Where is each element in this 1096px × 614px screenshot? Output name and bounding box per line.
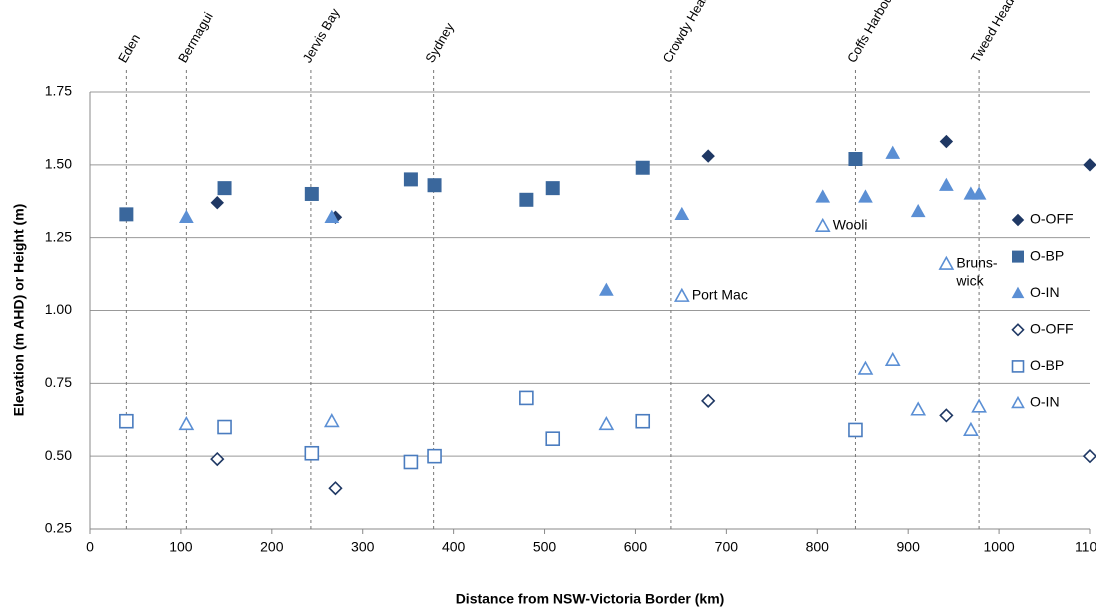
x-tick-label: 400 (442, 539, 466, 555)
data-point (939, 408, 954, 423)
y-tick-label: 1.25 (45, 228, 72, 244)
location-label: Crowdy Head (659, 0, 711, 65)
data-point (674, 206, 690, 221)
data-point (403, 172, 418, 187)
data-point (599, 282, 614, 296)
legend-label: O-BP (1030, 357, 1064, 373)
y-tick-label: 0.25 (45, 520, 72, 536)
data-point (217, 181, 232, 196)
annotation: Bruns- (956, 255, 998, 271)
x-tick-label: 500 (533, 539, 557, 555)
legend-marker (1012, 250, 1024, 263)
data-point (939, 177, 954, 191)
y-tick-label: 1.50 (45, 156, 72, 172)
location-label: Jervis Bay (299, 5, 342, 65)
annotation: Wooli (833, 217, 868, 233)
data-point (939, 134, 954, 149)
data-point (324, 209, 340, 223)
x-tick-label: 900 (897, 539, 921, 555)
annotation: Port Mac (692, 287, 748, 303)
data-point (304, 186, 319, 201)
data-point (328, 481, 343, 496)
data-point (971, 398, 987, 413)
legend-label: O-OFF (1030, 321, 1074, 337)
legend-label: O-IN (1030, 284, 1060, 300)
data-point (701, 393, 716, 408)
x-tick-label: 100 (169, 539, 193, 555)
legend-marker (1011, 213, 1025, 227)
annotation: wick (955, 273, 984, 289)
data-point (814, 217, 831, 233)
legend-marker (1011, 323, 1025, 337)
data-point (304, 445, 320, 461)
x-tick-label: 1000 (984, 539, 1015, 555)
data-point (119, 207, 134, 222)
legend-marker (1011, 395, 1025, 409)
data-point (1083, 158, 1096, 172)
data-point (857, 360, 874, 375)
data-point (885, 145, 901, 159)
y-tick-label: 0.75 (45, 374, 72, 390)
location-label: Sydney (422, 20, 457, 65)
data-point (884, 351, 901, 367)
data-point (910, 203, 926, 218)
location-label: Tweed Heads (968, 0, 1021, 65)
location-label: Bermagui (175, 9, 216, 65)
data-point (403, 454, 419, 470)
legend-label: O-BP (1030, 247, 1064, 263)
data-point (598, 415, 615, 431)
legend-marker (1011, 286, 1025, 299)
y-axis-title: Elevation (m AHD) or Height (m) (11, 204, 27, 417)
x-tick-label: 200 (260, 539, 284, 555)
x-tick-label: 600 (624, 539, 648, 555)
data-point (119, 413, 134, 429)
data-point (323, 413, 340, 428)
x-tick-label: 300 (351, 539, 375, 555)
data-point (217, 419, 232, 435)
data-point (635, 160, 650, 175)
y-tick-label: 0.50 (45, 447, 72, 463)
location-label: Eden (115, 31, 143, 65)
data-point (178, 415, 195, 431)
y-tick-label: 1.00 (45, 301, 72, 317)
x-tick-label: 0 (86, 539, 94, 555)
y-tick-label: 1.75 (45, 83, 72, 99)
data-point (971, 186, 987, 200)
data-point (519, 192, 534, 207)
legend-label: O-OFF (1030, 211, 1074, 227)
data-point (910, 401, 927, 416)
legend-label: O-IN (1030, 394, 1060, 410)
data-point (545, 181, 560, 196)
legend-marker (1011, 360, 1025, 373)
data-point (701, 149, 715, 163)
data-point (427, 448, 442, 464)
data-point (938, 255, 955, 270)
data-point (963, 421, 979, 436)
data-point (848, 422, 863, 438)
location-label: Coffs Harbour (844, 0, 898, 65)
data-point (545, 431, 561, 446)
data-point (815, 189, 831, 203)
data-point (1082, 449, 1096, 464)
data-point (179, 209, 194, 223)
data-point (635, 413, 651, 429)
x-tick-label: 700 (715, 539, 739, 555)
data-point (519, 390, 534, 406)
data-point (210, 195, 224, 210)
data-point (858, 189, 873, 203)
data-point (210, 451, 225, 467)
data-point (673, 287, 690, 302)
x-axis-title: Distance from NSW-Victoria Border (km) (456, 591, 725, 607)
x-tick-label: 800 (806, 539, 830, 555)
data-point (848, 152, 863, 167)
x-tick-label: 1100 (1075, 539, 1096, 555)
data-point (427, 178, 442, 193)
